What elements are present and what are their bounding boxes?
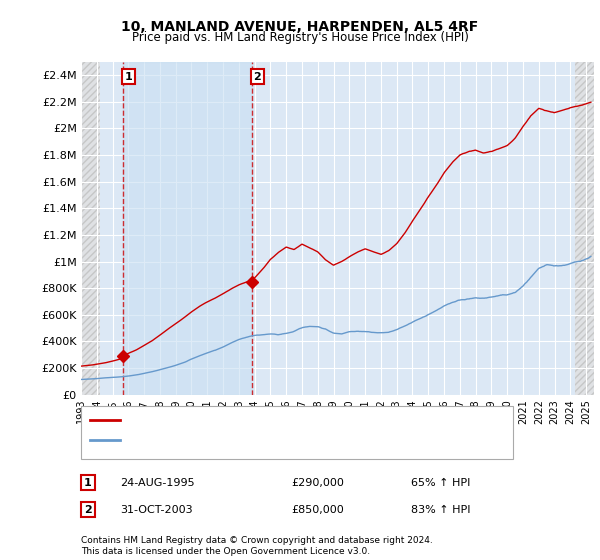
- Bar: [575, 62, 594, 395]
- Text: HPI: Average price, detached house, St Albans: HPI: Average price, detached house, St A…: [126, 435, 368, 445]
- Text: 2: 2: [84, 505, 92, 515]
- Text: 1: 1: [84, 478, 92, 488]
- Bar: [123, 62, 252, 395]
- Text: 10, MANLAND AVENUE, HARPENDEN, AL5 4RF: 10, MANLAND AVENUE, HARPENDEN, AL5 4RF: [121, 20, 479, 34]
- Bar: [81, 62, 100, 395]
- Text: 1: 1: [124, 72, 132, 82]
- Text: 31-OCT-2003: 31-OCT-2003: [120, 505, 193, 515]
- Text: 2: 2: [254, 72, 261, 82]
- Text: 24-AUG-1995: 24-AUG-1995: [120, 478, 194, 488]
- Text: Contains HM Land Registry data © Crown copyright and database right 2024.
This d: Contains HM Land Registry data © Crown c…: [81, 536, 433, 556]
- Text: Price paid vs. HM Land Registry's House Price Index (HPI): Price paid vs. HM Land Registry's House …: [131, 31, 469, 44]
- Text: £290,000: £290,000: [291, 478, 344, 488]
- Text: 10, MANLAND AVENUE, HARPENDEN, AL5 4RF (detached house): 10, MANLAND AVENUE, HARPENDEN, AL5 4RF (…: [126, 415, 459, 425]
- Text: 65% ↑ HPI: 65% ↑ HPI: [411, 478, 470, 488]
- Text: £850,000: £850,000: [291, 505, 344, 515]
- Text: 83% ↑ HPI: 83% ↑ HPI: [411, 505, 470, 515]
